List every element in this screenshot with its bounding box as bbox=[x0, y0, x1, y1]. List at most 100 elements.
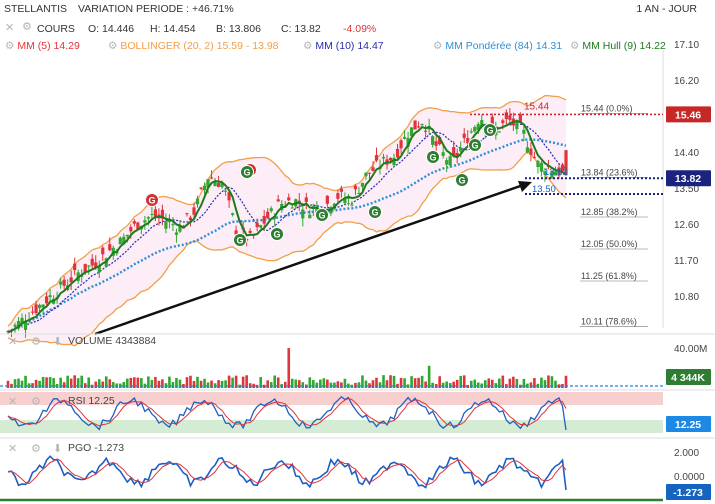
indicator-name: MM Hull (9) bbox=[582, 40, 640, 52]
volume-bar bbox=[361, 375, 364, 388]
candle-body bbox=[497, 131, 501, 133]
price-tick-label: 16.20 bbox=[674, 76, 699, 87]
indicator-gear-icon[interactable]: ⚙ bbox=[5, 40, 18, 52]
volume-bar bbox=[462, 375, 466, 388]
volume-bar bbox=[522, 378, 526, 388]
volume-bar bbox=[452, 381, 455, 388]
pgo-badge-bg bbox=[666, 484, 711, 500]
candle-body bbox=[406, 138, 410, 147]
indicator-4[interactable]: ⚙ MM Hull (9) 14.22 bbox=[570, 40, 666, 52]
period-label[interactable]: 1 AN - JOUR bbox=[636, 3, 697, 15]
indicator-1[interactable]: ⚙ BOLLINGER (20, 2) 15.59 - 13.98 bbox=[108, 40, 279, 52]
candle-body bbox=[374, 155, 379, 161]
candle-body bbox=[118, 237, 122, 245]
volume-bar bbox=[24, 375, 27, 388]
volume-bar bbox=[48, 377, 52, 388]
volume-bar bbox=[199, 380, 203, 388]
candle-body bbox=[20, 317, 24, 324]
volume-bar bbox=[487, 378, 491, 388]
rsi-badge: 12.25 bbox=[675, 419, 701, 431]
volume-bar bbox=[529, 382, 533, 388]
indicator-name: BOLLINGER (20, 2) bbox=[120, 40, 217, 52]
indicator-gear-icon[interactable]: ⚙ bbox=[570, 40, 583, 52]
bollinger-lower-line bbox=[7, 151, 567, 347]
volume-bar bbox=[385, 380, 389, 388]
candle-body bbox=[216, 182, 221, 187]
candle-body bbox=[164, 221, 168, 229]
volume-bar bbox=[27, 383, 31, 388]
signal-marker-label: G bbox=[318, 211, 325, 221]
candle-body bbox=[388, 157, 393, 161]
bollinger-band-fill bbox=[8, 95, 566, 346]
volume-bar bbox=[410, 376, 413, 388]
candle-body bbox=[167, 220, 172, 223]
volume-bar bbox=[224, 380, 227, 388]
buy-signal-marker bbox=[270, 227, 284, 241]
volume-bar bbox=[550, 376, 554, 388]
candle-body bbox=[346, 197, 351, 199]
candle-body bbox=[455, 152, 459, 157]
candle-body bbox=[213, 181, 217, 187]
volume-bar bbox=[329, 382, 333, 388]
candle-body bbox=[255, 222, 259, 228]
candle-body bbox=[227, 192, 231, 201]
candle-body bbox=[343, 198, 347, 204]
candle-body bbox=[420, 124, 424, 126]
volume-bar bbox=[333, 382, 336, 388]
candle-body bbox=[185, 213, 189, 215]
indicator-gear-icon[interactable]: ⚙ bbox=[303, 40, 316, 52]
volume-bar bbox=[294, 379, 298, 388]
pgo-tick-label: 2.000 bbox=[674, 448, 699, 459]
volume-bar bbox=[483, 380, 487, 388]
indicator-0[interactable]: ⚙ MM (5) 14.29 bbox=[5, 40, 80, 52]
volume-bar bbox=[203, 378, 206, 388]
fib-level-label: 15.44 (0.0%) bbox=[581, 103, 633, 113]
signal-marker-label: G bbox=[471, 141, 478, 151]
volume-bar bbox=[424, 381, 427, 388]
candle-body bbox=[525, 147, 529, 153]
volume-bar bbox=[241, 376, 245, 388]
volume-bar bbox=[150, 379, 154, 388]
volume-bar bbox=[417, 377, 420, 388]
volume-bar bbox=[76, 378, 80, 388]
signal-marker-label: G bbox=[243, 168, 250, 178]
volume-close-icon: ✕ bbox=[8, 336, 17, 348]
buy-signal-marker bbox=[468, 138, 482, 152]
candle-body bbox=[132, 221, 136, 224]
volume-bar bbox=[340, 382, 343, 388]
buy-signal-marker bbox=[483, 123, 497, 137]
candle-body bbox=[276, 199, 280, 202]
hull-ma-line bbox=[7, 120, 567, 334]
volume-bar bbox=[543, 380, 547, 388]
volume-bar bbox=[6, 380, 10, 388]
candle-body bbox=[150, 213, 154, 215]
volume-bar bbox=[45, 377, 48, 388]
indicator-gear-icon[interactable]: ⚙ bbox=[433, 40, 446, 52]
volume-bar bbox=[315, 382, 319, 388]
volume-axis-label: 40.00M bbox=[674, 344, 707, 355]
volume-bar bbox=[129, 377, 133, 388]
candle-body bbox=[308, 214, 312, 219]
volume-bar bbox=[469, 380, 473, 388]
candle-body bbox=[62, 279, 66, 286]
volume-bar bbox=[87, 377, 91, 388]
volume-bar bbox=[547, 375, 550, 388]
indicator-3[interactable]: ⚙ MM Pondérée (84) 14.31 bbox=[433, 40, 562, 52]
volume-bar bbox=[192, 380, 196, 388]
close-icon[interactable]: ✕ bbox=[5, 22, 15, 34]
candle-body bbox=[490, 116, 494, 125]
signal-marker-label: G bbox=[236, 236, 243, 246]
candle-body bbox=[409, 127, 414, 137]
buy-signal-marker bbox=[233, 233, 247, 247]
indicator-2[interactable]: ⚙ MM (10) 14.47 bbox=[303, 40, 384, 52]
volume-bar bbox=[533, 378, 536, 388]
rsi-overbought-zone bbox=[0, 392, 663, 405]
ticker-name: STELLANTIS bbox=[4, 3, 68, 15]
volume-bar bbox=[554, 380, 557, 388]
indicator-gear-icon[interactable]: ⚙ bbox=[108, 40, 121, 52]
gear-icon[interactable]: ⚙ bbox=[22, 21, 32, 33]
volume-bar bbox=[178, 379, 182, 388]
volume-bar bbox=[392, 375, 396, 388]
volume-bar bbox=[297, 380, 301, 388]
